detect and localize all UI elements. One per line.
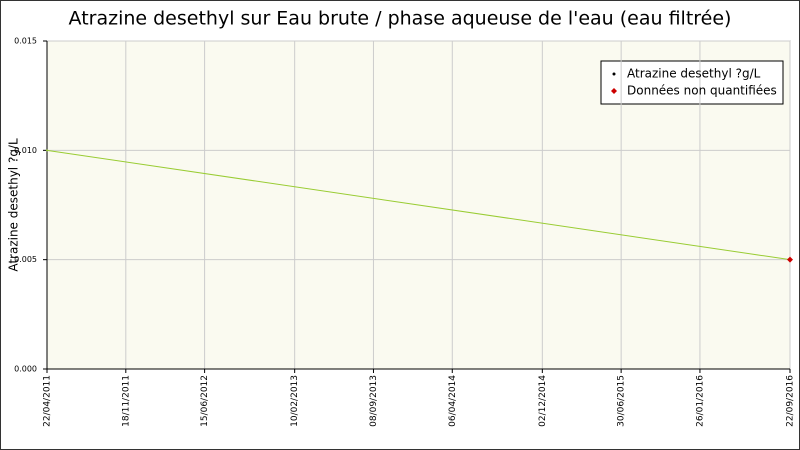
y-tick-label: 0.005 xyxy=(14,255,37,264)
x-tick-label: 08/09/2013 xyxy=(369,375,379,427)
chart-title: Atrazine desethyl sur Eau brute / phase … xyxy=(69,8,732,30)
x-tick-label: 22/09/2016 xyxy=(786,375,796,427)
legend-marker xyxy=(612,72,616,76)
x-tick-label: 06/04/2014 xyxy=(448,375,458,427)
data-line xyxy=(46,149,791,261)
data-point xyxy=(46,149,48,152)
legend xyxy=(600,60,784,105)
x-tick-label: 18/11/2011 xyxy=(121,375,131,427)
x-tick-label: 30/06/2015 xyxy=(617,375,627,427)
data-point xyxy=(787,256,793,263)
x-tick-label: 22/04/2011 xyxy=(43,375,53,427)
y-tick-label: 0.015 xyxy=(14,37,37,46)
x-tick-label: 26/01/2016 xyxy=(695,375,705,427)
x-tick-label: 10/02/2013 xyxy=(290,375,300,427)
legend-label: Données non quantifiées xyxy=(627,84,777,98)
y-tick-label: 0.010 xyxy=(14,146,37,155)
x-tick-label: 02/12/2014 xyxy=(538,375,548,427)
legend-marker xyxy=(611,88,617,94)
y-tick-label: 0.000 xyxy=(14,365,37,374)
legend-label: Atrazine desethyl ?g/L xyxy=(627,67,761,81)
y-axis-label: Atrazine desethyl ?g/L xyxy=(7,138,21,272)
x-tick-label: 15/06/2012 xyxy=(200,375,210,427)
